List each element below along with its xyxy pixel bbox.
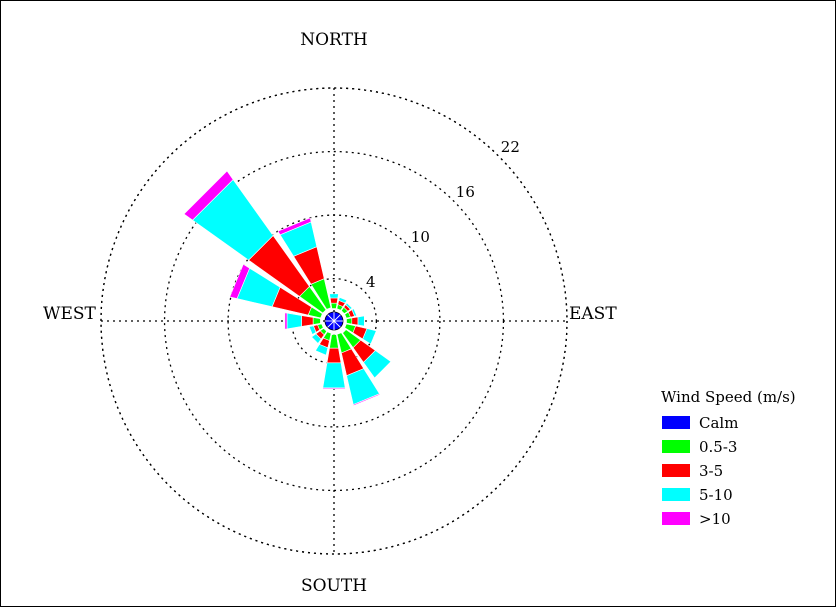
legend-swatch xyxy=(662,440,690,453)
petal-e-bin-1 xyxy=(346,317,353,325)
petal-n-bin-2 xyxy=(329,297,339,304)
ring-label: 10 xyxy=(411,228,430,246)
petal-nw-bin-3 xyxy=(192,179,274,261)
legend-swatch xyxy=(662,512,690,525)
legend-label: Calm xyxy=(699,414,738,432)
petal-nw-bin-4 xyxy=(183,170,234,221)
petal-n-bin-3 xyxy=(329,293,339,299)
compass-label-west: WEST xyxy=(43,304,97,324)
petal-w-bin-2 xyxy=(301,315,314,327)
compass-label-north: NORTH xyxy=(300,30,367,50)
wind-petals xyxy=(183,170,392,407)
legend-label: 0.5-3 xyxy=(699,438,737,456)
petal-ese-bin-3 xyxy=(362,328,377,345)
calm-spoke xyxy=(327,320,335,328)
petal-nnw-bin-4 xyxy=(277,217,312,236)
legend: Wind Speed (m/s) Calm 0.5-3 3-5 5-10 >10 xyxy=(661,388,796,528)
range-ring-outer xyxy=(100,87,568,555)
ring-labels: 4 10 16 22 xyxy=(366,138,520,291)
petal-ne-bin-3 xyxy=(345,302,353,310)
calm-spoke xyxy=(333,320,341,328)
calm-spoke xyxy=(327,314,335,322)
legend-swatch xyxy=(662,464,690,477)
petal-s-bin-4 xyxy=(322,387,346,390)
petal-nne-bin-3 xyxy=(338,296,348,304)
compass-label-east: EAST xyxy=(569,304,617,324)
petal-ene-bin-3 xyxy=(351,308,358,317)
ring-label: 22 xyxy=(501,138,520,156)
petal-s-bin-2 xyxy=(326,347,342,364)
petal-sse-bin-4 xyxy=(352,393,381,407)
petal-w-bin-3 xyxy=(286,312,302,330)
petal-sw-bin-3 xyxy=(311,333,322,344)
petal-ssw-bin-3 xyxy=(315,344,329,356)
petal-wnw-bin-4 xyxy=(229,263,250,299)
legend-label: >10 xyxy=(699,510,731,528)
ring-label: 16 xyxy=(456,183,475,201)
legend-swatch xyxy=(662,488,690,501)
petal-e-bin-2 xyxy=(351,316,359,326)
legend-title: Wind Speed (m/s) xyxy=(661,388,796,406)
petal-s-bin-1 xyxy=(329,334,339,349)
legend-swatch xyxy=(662,416,690,429)
petal-w-bin-4 xyxy=(284,312,288,330)
compass-label-south: SOUTH xyxy=(301,576,367,596)
petal-e-bin-3 xyxy=(357,315,365,327)
calm-center xyxy=(324,311,344,331)
legend-label: 5-10 xyxy=(699,486,733,504)
petal-w-bin-1 xyxy=(312,317,321,325)
ring-label: 4 xyxy=(366,273,376,291)
petal-wsw-bin-3 xyxy=(308,325,317,335)
petal-n-bin-1 xyxy=(330,302,338,309)
petal-se-bin-3 xyxy=(363,350,392,379)
calm-spoke xyxy=(333,314,341,322)
petal-s-bin-3 xyxy=(322,362,346,389)
legend-label: 3-5 xyxy=(699,462,723,480)
